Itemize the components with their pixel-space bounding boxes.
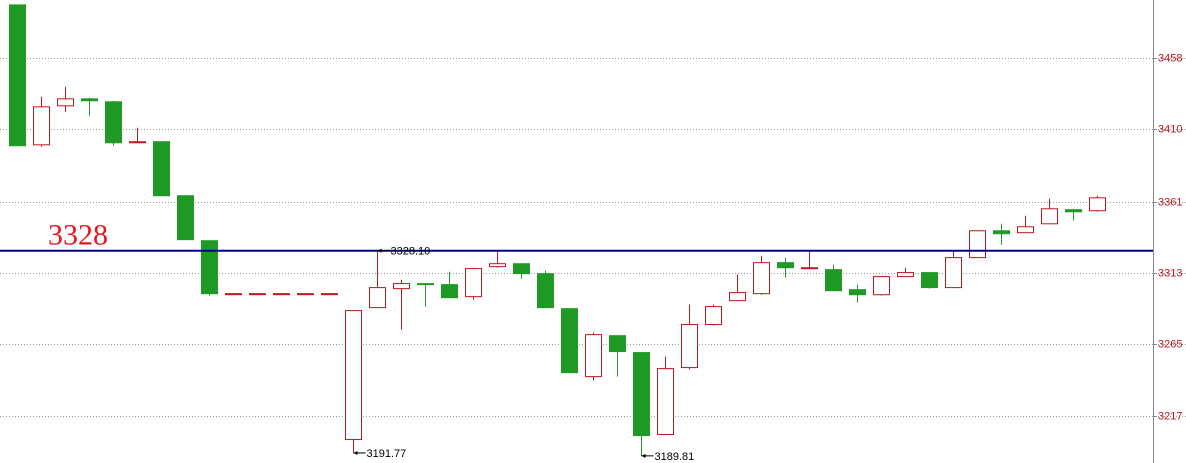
annotation-arrowhead xyxy=(641,453,646,458)
y-tick-label: 3265 xyxy=(1158,338,1182,350)
candle-body xyxy=(777,262,794,269)
y-tick-label: 3458 xyxy=(1158,52,1182,64)
candle-body xyxy=(465,268,482,298)
candle-body xyxy=(177,195,194,241)
candle-body xyxy=(369,287,386,309)
candle-body xyxy=(801,267,818,270)
candle-body xyxy=(129,141,146,144)
candle-body xyxy=(1041,208,1058,225)
candle-body xyxy=(417,283,434,286)
reference-label: 3328 xyxy=(48,219,108,252)
candle-body xyxy=(393,283,410,290)
candle-body xyxy=(561,308,578,374)
candle-body xyxy=(873,276,890,296)
candle-body xyxy=(1089,197,1106,212)
candle-body xyxy=(1065,209,1082,213)
candle-body xyxy=(297,293,314,296)
annotation-label: 3189.81 xyxy=(655,451,695,463)
y-tick-label: 3313 xyxy=(1158,267,1182,279)
candle-body xyxy=(945,257,962,289)
candle-body xyxy=(489,263,506,268)
y-tick-label: 3217 xyxy=(1158,410,1182,422)
candle-body xyxy=(105,101,122,144)
annotation-arrowhead xyxy=(353,450,358,455)
y-tick-label: 3361 xyxy=(1158,196,1182,208)
candle-body xyxy=(513,263,530,275)
candle-body xyxy=(249,293,266,296)
candle-body xyxy=(273,293,290,296)
y-tick-label: 3410 xyxy=(1158,123,1182,135)
candle-body xyxy=(201,240,218,295)
candle-body xyxy=(705,306,722,326)
annotation-label: 3191.77 xyxy=(367,448,407,460)
candle-body xyxy=(633,352,650,437)
candle-body xyxy=(825,269,842,292)
candle-body xyxy=(321,293,338,296)
candle-body xyxy=(9,4,26,147)
candle-body xyxy=(537,273,554,309)
candle-body xyxy=(153,141,170,197)
candle-body xyxy=(585,334,602,378)
candle-body xyxy=(657,368,674,436)
candle-body xyxy=(81,98,98,102)
candle-body xyxy=(345,310,362,441)
candle-body xyxy=(1017,226,1034,234)
candle-body xyxy=(225,293,242,296)
candle-body xyxy=(681,324,698,369)
candle-body xyxy=(897,272,914,278)
candle-body xyxy=(33,106,50,146)
candle-body xyxy=(729,292,746,302)
candle-body xyxy=(849,289,866,296)
candle-body xyxy=(57,98,74,107)
candle-body xyxy=(921,272,938,289)
candle-body xyxy=(969,230,986,259)
candle-body xyxy=(441,284,458,299)
candle-body xyxy=(753,262,770,295)
annotation-label: 3328.10 xyxy=(391,246,431,258)
candle-body xyxy=(993,230,1010,235)
annotation-arrowhead xyxy=(377,248,382,253)
candle-body xyxy=(609,335,626,353)
